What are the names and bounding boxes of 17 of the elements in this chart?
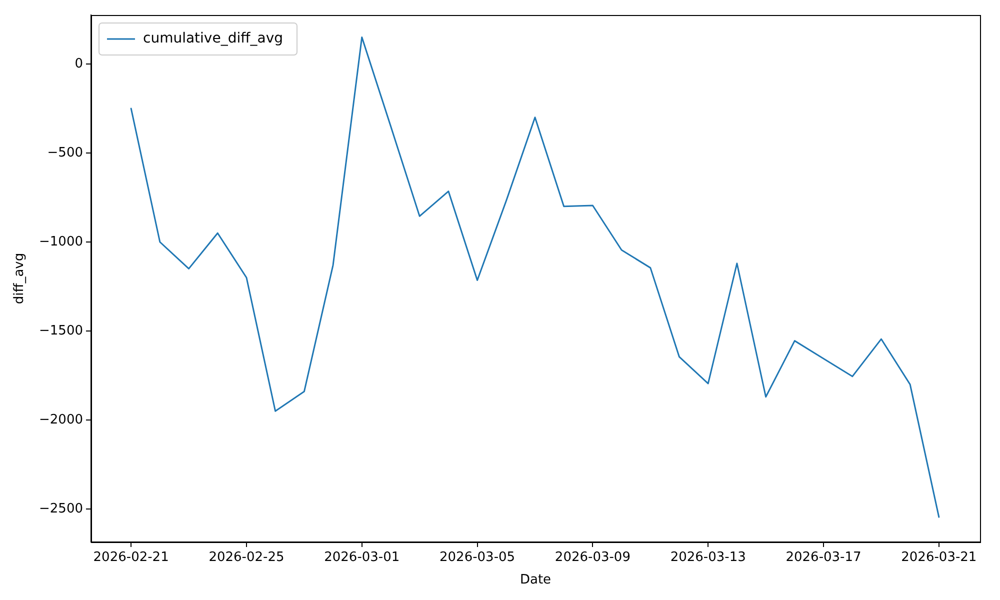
- x-tick-label: 2026-03-17: [786, 550, 862, 566]
- x-tick-label: 2026-02-21: [93, 550, 169, 566]
- x-tick-label: 2026-02-25: [208, 550, 284, 566]
- y-tick-label: −500: [47, 145, 83, 160]
- x-tick-label: 2026-03-01: [324, 550, 400, 566]
- y-tick-label: 0: [74, 56, 83, 72]
- y-axis-title: diff_avg: [12, 252, 28, 304]
- legend-label: cumulative_diff_avg: [143, 30, 283, 47]
- y-tick-label: −2500: [39, 501, 83, 516]
- x-tick-label: 2026-03-09: [554, 550, 630, 566]
- x-tick-label: 2026-03-13: [670, 550, 746, 566]
- x-tick-label: 2026-03-05: [440, 550, 516, 566]
- y-tick-label: −1000: [39, 234, 83, 250]
- y-tick-label: −2000: [39, 412, 83, 428]
- x-tick-label: 2026-03-21: [901, 550, 977, 566]
- x-axis-title: Date: [520, 572, 552, 588]
- y-tick-label: −1500: [39, 323, 83, 338]
